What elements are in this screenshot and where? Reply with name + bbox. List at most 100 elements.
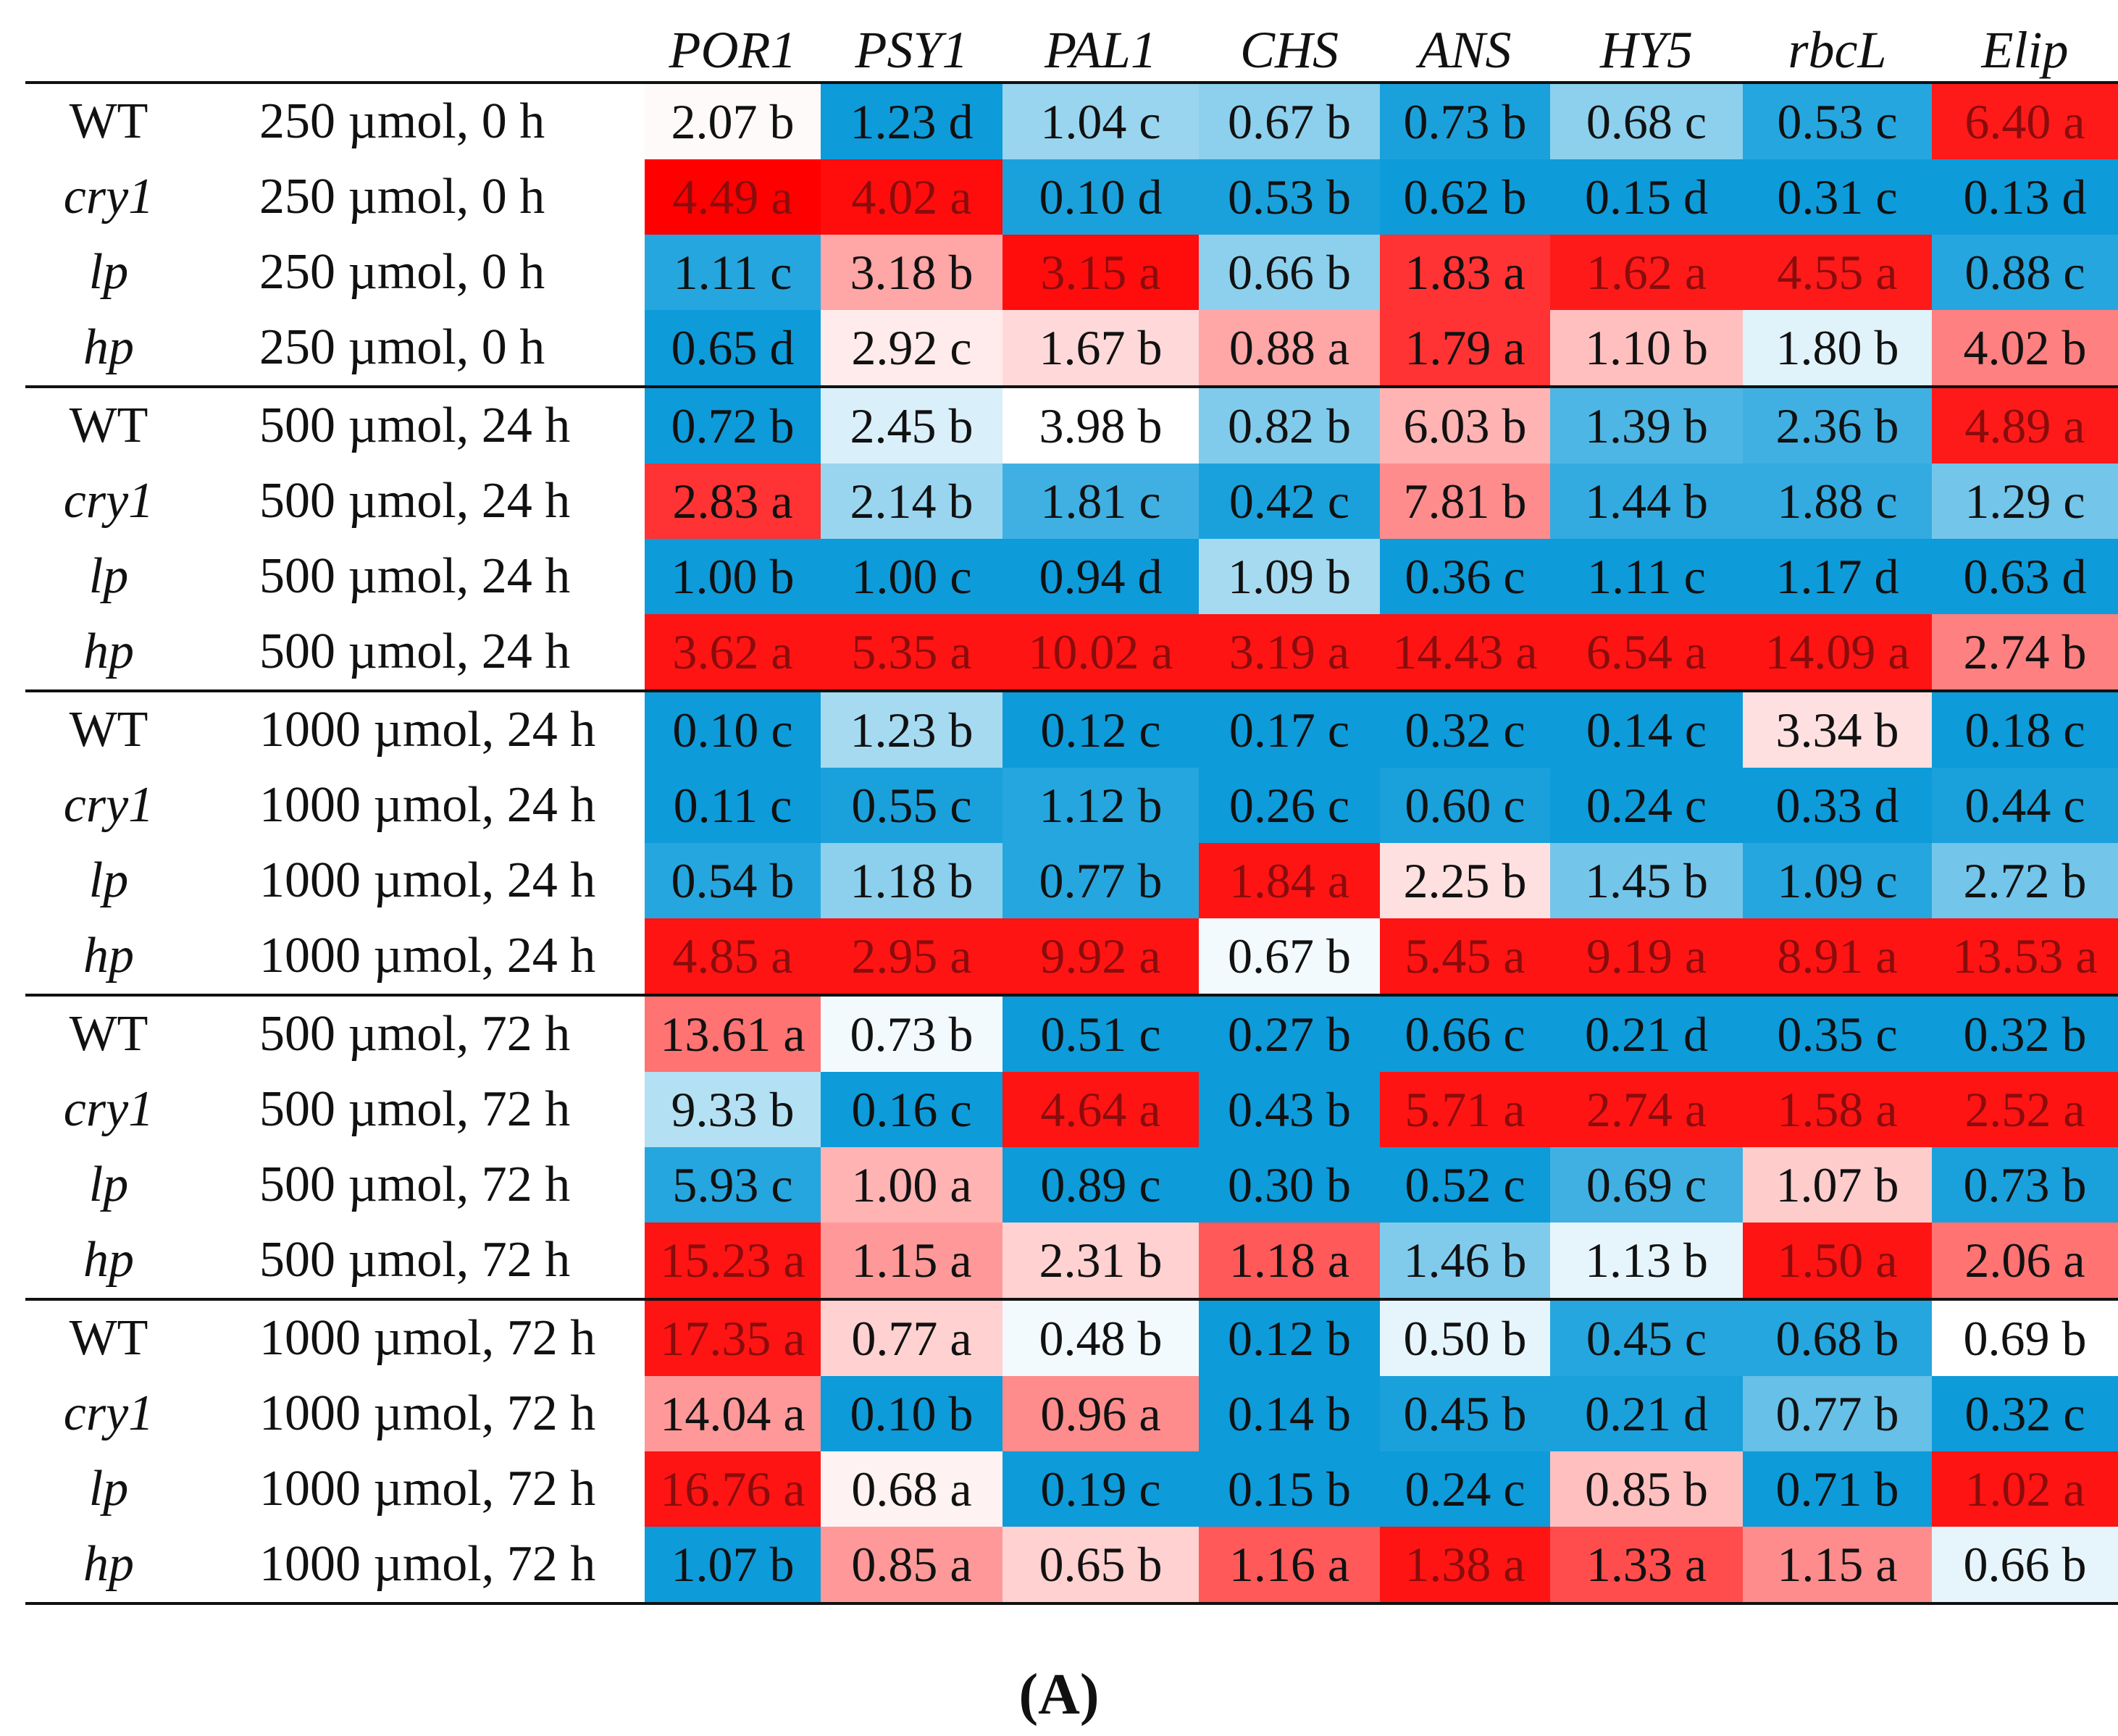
heatmap-cell: 4.02 a	[821, 159, 1003, 235]
heatmap-cell: 1.84 a	[1199, 843, 1380, 918]
heatmap-cell: 1.81 c	[1003, 464, 1199, 539]
genotype-label: cry1	[63, 1081, 154, 1137]
heatmap-cell: 0.45 c	[1550, 1301, 1743, 1376]
heatmap-cell: 1.00 b	[645, 539, 821, 614]
condition-label: 250 µmol, 0 h	[259, 244, 545, 300]
genotype-label: WT	[69, 1006, 148, 1062]
heatmap-cell: 2.74 a	[1550, 1072, 1743, 1147]
heatmap-cell: 0.77 a	[821, 1301, 1003, 1376]
heatmap-cell: 1.38 a	[1380, 1527, 1550, 1602]
table-row: hp 500 µmol, 72 h 15.23 a 1.15 a 2.31 b 1.18 …	[0, 1223, 2118, 1298]
heatmap-cell: 0.54 b	[645, 843, 821, 918]
heatmap-cell: 0.12 c	[1003, 692, 1199, 768]
heatmap-cell: 13.53 a	[1932, 918, 2118, 994]
heatmap-cell: 0.24 c	[1550, 768, 1743, 843]
genotype-label: hp	[83, 624, 134, 679]
heatmap-cell: 0.55 c	[821, 768, 1003, 843]
condition-label: 1000 µmol, 72 h	[259, 1461, 596, 1517]
heatmap-cell: 0.52 c	[1380, 1147, 1550, 1223]
heatmap-cell: 0.27 b	[1199, 997, 1380, 1072]
heatmap-cell: 0.30 b	[1199, 1147, 1380, 1223]
table-row: WT 500 µmol, 24 h 0.72 b 2.45 b 3.98 b 0.82 b…	[0, 388, 2118, 464]
heatmap-cell: 0.21 d	[1550, 997, 1743, 1072]
heatmap-cell: 4.85 a	[645, 918, 821, 994]
heatmap-cell: 2.95 a	[821, 918, 1003, 994]
heatmap-cell: 3.98 b	[1003, 388, 1199, 464]
heatmap-cell: 0.72 b	[645, 388, 821, 464]
genotype-label: WT	[69, 1310, 148, 1366]
heatmap-cell: 10.02 a	[1003, 614, 1199, 689]
heatmap-cell: 0.33 d	[1743, 768, 1932, 843]
heatmap-cell: 3.19 a	[1199, 614, 1380, 689]
gene-header-POR1: POR1	[669, 21, 797, 79]
heatmap-cell: 17.35 a	[645, 1301, 821, 1376]
condition-label: 500 µmol, 24 h	[259, 473, 571, 529]
heatmap-cell: 0.15 b	[1199, 1451, 1380, 1527]
table-row: cry1 1000 µmol, 72 h 14.04 a 0.10 b 0.96 a 0.…	[0, 1376, 2118, 1451]
condition-label: 250 µmol, 0 h	[259, 319, 545, 375]
heatmap-cell: 1.23 b	[821, 692, 1003, 768]
heatmap-cell: 14.43 a	[1380, 614, 1550, 689]
heatmap-cell: 1.67 b	[1003, 310, 1199, 385]
heatmap-cell: 0.63 d	[1932, 539, 2118, 614]
heatmap-cell: 1.88 c	[1743, 464, 1932, 539]
heatmap-cell: 1.17 d	[1743, 539, 1932, 614]
table-row: cry1 250 µmol, 0 h 4.49 a 4.02 a 0.10 d 0.53 …	[0, 159, 2118, 235]
heatmap-cell: 0.67 b	[1199, 84, 1380, 159]
genotype-label: cry1	[63, 473, 154, 529]
heatmap-cell: 0.85 b	[1550, 1451, 1743, 1527]
heatmap-cell: 0.82 b	[1199, 388, 1380, 464]
heatmap-cell: 0.71 b	[1743, 1451, 1932, 1527]
heatmap-cell: 1.13 b	[1550, 1223, 1743, 1298]
table-row: WT 1000 µmol, 24 h 0.10 c 1.23 b 0.12 c 0.17 …	[0, 692, 2118, 768]
genotype-label: lp	[88, 1157, 129, 1212]
heatmap-cell: 0.15 d	[1550, 159, 1743, 235]
heatmap-cell: 1.62 a	[1550, 235, 1743, 310]
condition-label: 500 µmol, 24 h	[259, 624, 571, 679]
heatmap-cell: 0.69 b	[1932, 1301, 2118, 1376]
heatmap-cell: 2.36 b	[1743, 388, 1932, 464]
heatmap-cell: 0.53 c	[1743, 84, 1932, 159]
heatmap-cell: 2.72 b	[1932, 843, 2118, 918]
genotype-label: lp	[88, 548, 129, 604]
heatmap-cell: 14.04 a	[645, 1376, 821, 1451]
heatmap-cell: 1.33 a	[1550, 1527, 1743, 1602]
genotype-label: hp	[83, 319, 134, 375]
heatmap-table: POR1 PSY1 PAL1 CHS ANS HY5 rbcL Elip WT 250 µmol,…	[0, 21, 2118, 1605]
table-row: WT 500 µmol, 72 h 13.61 a 0.73 b 0.51 c 0.27 …	[0, 997, 2118, 1072]
heatmap-cell: 0.96 a	[1003, 1376, 1199, 1451]
genotype-label: hp	[83, 1232, 134, 1288]
heatmap-cell: 0.60 c	[1380, 768, 1550, 843]
heatmap-cell: 2.83 a	[645, 464, 821, 539]
heatmap-cell: 0.68 b	[1743, 1301, 1932, 1376]
heatmap-cell: 1.02 a	[1932, 1451, 2118, 1527]
condition-label: 1000 µmol, 24 h	[259, 702, 596, 758]
heatmap-cell: 0.66 b	[1932, 1527, 2118, 1602]
heatmap-cell: 0.73 b	[821, 997, 1003, 1072]
gene-header-ANS: ANS	[1418, 21, 1512, 79]
genotype-label: cry1	[63, 777, 154, 833]
table-row: cry1 500 µmol, 72 h 9.33 b 0.16 c 4.64 a 0.43…	[0, 1072, 2118, 1147]
heatmap-cell: 6.40 a	[1932, 84, 2118, 159]
group-rule	[25, 385, 2118, 388]
heatmap-cell: 1.29 c	[1932, 464, 2118, 539]
condition-label: 500 µmol, 24 h	[259, 548, 571, 604]
heatmap-cell: 0.26 c	[1199, 768, 1380, 843]
heatmap-cell: 1.11 c	[645, 235, 821, 310]
heatmap-cell: 0.48 b	[1003, 1301, 1199, 1376]
heatmap-cell: 0.12 b	[1199, 1301, 1380, 1376]
heatmap-cell: 1.23 d	[821, 84, 1003, 159]
heatmap-cell: 0.68 c	[1550, 84, 1743, 159]
heatmap-cell: 0.94 d	[1003, 539, 1199, 614]
heatmap-cell: 2.31 b	[1003, 1223, 1199, 1298]
heatmap-cell: 4.49 a	[645, 159, 821, 235]
heatmap-cell: 0.32 c	[1932, 1376, 2118, 1451]
heatmap-cell: 1.15 a	[1743, 1527, 1932, 1602]
heatmap-cell: 2.52 a	[1932, 1072, 2118, 1147]
heatmap-cell: 1.44 b	[1550, 464, 1743, 539]
heatmap-cell: 1.15 a	[821, 1223, 1003, 1298]
heatmap-cell: 0.24 c	[1380, 1451, 1550, 1527]
gene-header-Elip: Elip	[1981, 21, 2069, 79]
